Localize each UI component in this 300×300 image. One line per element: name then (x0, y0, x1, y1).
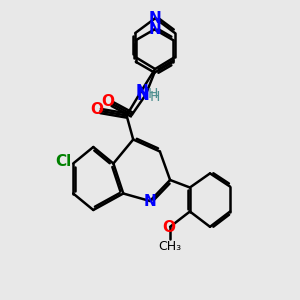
Text: CH₃: CH₃ (158, 239, 182, 253)
Text: N: N (137, 88, 149, 103)
Text: O: O (162, 220, 175, 235)
Text: N: N (148, 22, 161, 37)
Text: N: N (135, 84, 148, 99)
Text: Cl: Cl (56, 154, 72, 169)
Text: O: O (101, 94, 115, 109)
Text: H: H (147, 87, 158, 101)
Text: O: O (90, 102, 104, 117)
Text: H: H (150, 90, 160, 104)
Text: N: N (149, 11, 161, 26)
Text: N: N (144, 194, 156, 208)
